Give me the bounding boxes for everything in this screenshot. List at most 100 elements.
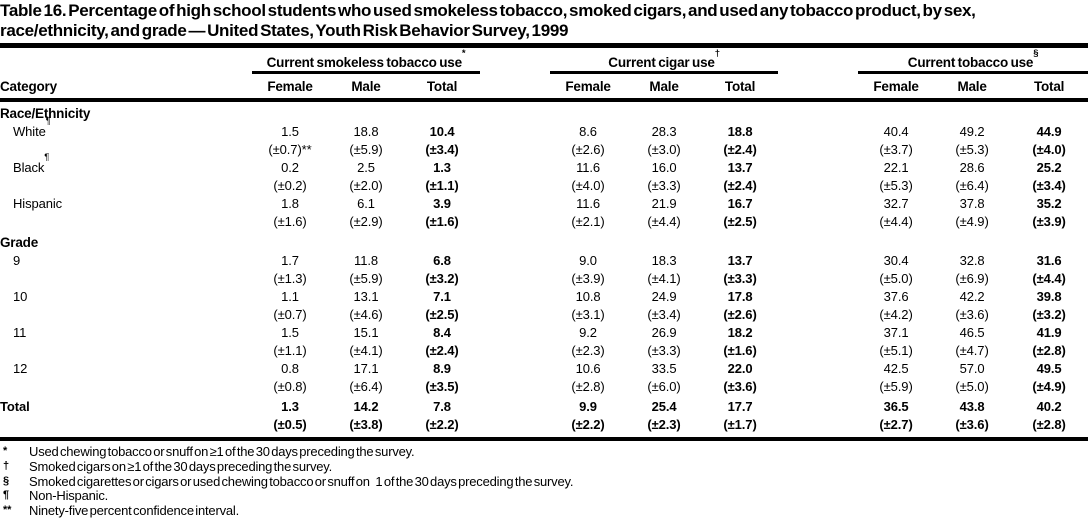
footnote-symbol: † — [3, 459, 9, 472]
table-row-total-ci: (±0.5) (±3.8) (±2.2) (±2.2) (±2.3) (±1.7… — [0, 416, 1088, 441]
ci-cell: (±5.3) — [879, 178, 913, 193]
ci-cell: (±1.6) — [273, 214, 307, 229]
column-gap — [778, 378, 858, 396]
footnote-text: Smoked cigarettes or cigars or used chew… — [29, 473, 574, 489]
ci-cell: (±5.0) — [955, 379, 989, 394]
value-cell: 33.5 — [651, 361, 677, 376]
value-cell: 17.1 — [353, 361, 379, 376]
ci-cell: (±3.3) — [723, 271, 757, 286]
column-gap — [480, 123, 550, 141]
female-header: Female — [252, 72, 328, 102]
ci-cell: (±3.1) — [571, 307, 605, 322]
value-cell: 21.9 — [651, 196, 677, 211]
value-cell: 13.7 — [727, 253, 753, 268]
value-cell: 7.1 — [433, 289, 451, 304]
value-cell: 26.9 — [651, 325, 677, 340]
ci-cell: (±3.7) — [879, 142, 913, 157]
row-label: Hispanic — [13, 196, 63, 211]
ci-cell: (±3.0) — [647, 142, 681, 157]
row-label: 11 — [13, 325, 27, 340]
column-gap — [480, 324, 550, 342]
column-gap — [480, 213, 550, 231]
value-cell: 11.6 — [576, 196, 600, 211]
value-cell: 10.4 — [429, 124, 455, 139]
ci-cell: (±5.9) — [879, 379, 913, 394]
ci-cell: (±2.1) — [571, 214, 605, 229]
footnote-double-asterisk: ** Ninety-five percent confidence interv… — [0, 503, 1088, 519]
section-header-race: Race/Ethnicity — [0, 106, 91, 121]
value-cell: 11.6 — [576, 160, 600, 175]
column-gap — [480, 306, 550, 324]
value-cell: 25.4 — [651, 399, 677, 414]
value-cell: 42.5 — [883, 361, 909, 376]
ci-cell: (±3.5) — [425, 379, 459, 394]
table-row-grade12-ci: (±0.8) (±6.4) (±3.5) (±2.8) (±6.0) (±3.6… — [0, 378, 1088, 396]
footnote-symbol: ¶ — [3, 489, 9, 502]
female-header: Female — [550, 72, 627, 102]
ci-cell: (±5.9) — [349, 142, 383, 157]
table-row-grade9-ci: (±1.3) (±5.9) (±3.2) (±3.9) (±4.1) (±3.3… — [0, 270, 1088, 288]
ci-cell: (±4.4) — [879, 214, 913, 229]
ci-cell: (±2.6) — [571, 142, 605, 157]
footnote-asterisk: * Used chewing tobacco or snuff on ≥1 of… — [0, 444, 1088, 460]
footnote-marker-asterisk: * — [461, 48, 466, 59]
ci-cell: (±1.1) — [273, 343, 307, 358]
ci-cell: (±2.2) — [550, 416, 627, 441]
value-cell: 9.0 — [579, 253, 597, 268]
value-cell: 35.2 — [1036, 196, 1062, 211]
column-gap — [480, 177, 550, 195]
ci-cell: (±0.2) — [273, 178, 307, 193]
ci-cell: (±2.8) — [571, 379, 605, 394]
section-row-race: Race/Ethnicity — [0, 100, 1088, 123]
table-row-grade11-values: 11 1.5 15.1 8.4 9.2 26.9 18.2 37.1 46.5 … — [0, 324, 1088, 342]
value-cell: 1.3 — [281, 399, 299, 414]
total-header: Total — [1010, 72, 1088, 102]
group-header-row: Current smokeless tobacco use* Current c… — [0, 48, 1088, 74]
ci-cell: (±1.6) — [723, 343, 757, 358]
ci-cell: (±5.1) — [879, 343, 913, 358]
column-gap — [778, 213, 858, 231]
ci-cell: (±2.9) — [349, 214, 383, 229]
ci-cell: (±5.9) — [349, 271, 383, 286]
data-table: Current smokeless tobacco use* Current c… — [0, 48, 1088, 441]
row-label: 10 — [13, 289, 28, 304]
ci-cell: (±3.3) — [647, 343, 681, 358]
ci-cell: (±4.6) — [349, 307, 383, 322]
ci-cell: (±2.8) — [1010, 416, 1088, 441]
value-cell: 1.5 — [281, 124, 299, 139]
ci-cell: (±1.6) — [425, 214, 459, 229]
column-gap — [778, 324, 858, 342]
column-gap — [480, 396, 550, 416]
value-cell: 37.8 — [959, 196, 985, 211]
value-cell: 32.7 — [883, 196, 909, 211]
ci-cell: (±6.0) — [647, 379, 681, 394]
empty-cell — [0, 141, 252, 159]
male-header: Male — [328, 72, 404, 102]
empty-cell — [0, 416, 252, 441]
ci-cell: (±4.9) — [955, 214, 989, 229]
row-label: 9 — [13, 253, 21, 268]
table-row-black-values: Black¶ 0.2 2.5 1.3 11.6 16.0 13.7 22.1 2… — [0, 153, 1088, 177]
column-header-row: Category Female Male Total Female Male T… — [0, 72, 1088, 102]
column-gap — [778, 141, 858, 159]
ci-cell: (±3.4) — [1032, 178, 1066, 193]
value-cell: 18.2 — [727, 325, 753, 340]
ci-cell: (±2.0) — [349, 178, 383, 193]
ci-cell: (±2.4) — [723, 142, 757, 157]
table-row-total-values: Total 1.3 14.2 7.8 9.9 25.4 17.7 36.5 43… — [0, 396, 1088, 416]
value-cell: 18.8 — [727, 124, 753, 139]
ci-cell: (±2.8) — [1032, 343, 1066, 358]
value-cell: 16.7 — [727, 196, 753, 211]
title-rule — [0, 43, 1088, 48]
column-gap — [778, 177, 858, 195]
ci-cell: (±4.0) — [1032, 142, 1066, 157]
ci-cell: (±1.3) — [273, 271, 307, 286]
value-cell: 10.8 — [575, 289, 601, 304]
table-title-line1: Table 16. Percentage of high school stud… — [0, 1, 976, 20]
ci-cell: (±4.7) — [955, 343, 989, 358]
value-cell: 7.8 — [433, 399, 451, 414]
value-cell: 1.3 — [433, 160, 451, 175]
ci-cell: (±2.3) — [626, 416, 703, 441]
value-cell: 8.4 — [433, 325, 451, 340]
